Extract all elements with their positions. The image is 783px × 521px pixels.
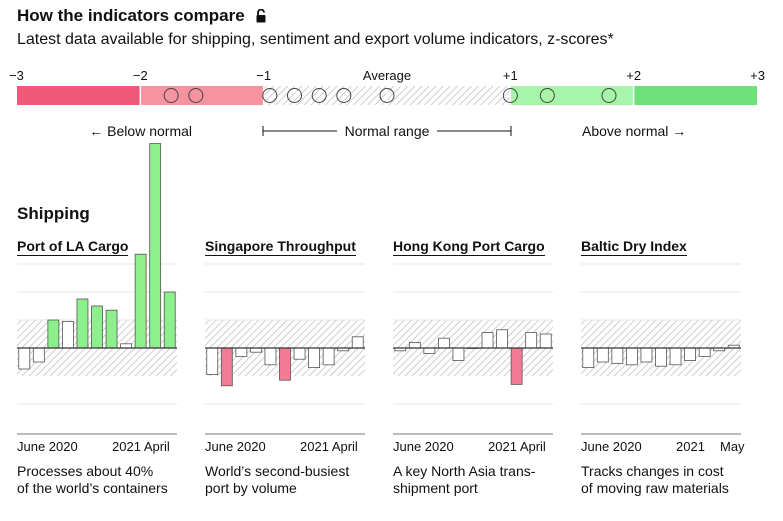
bar [626, 347, 638, 366]
scale-band [633, 86, 757, 105]
bar [655, 347, 667, 367]
chart-port-of-la-cargo [17, 143, 177, 435]
scale-tick-label: Average [363, 68, 411, 83]
description-line: Processes about 40% [17, 463, 154, 479]
bar [250, 347, 262, 353]
description-line: Tracks changes in cost [581, 463, 724, 479]
indicator-marker [539, 88, 555, 103]
indicator-marker [502, 88, 518, 103]
bar [279, 347, 291, 381]
panel-description: World’s second-busiest port by volume [205, 463, 385, 497]
bar [134, 253, 147, 349]
chart-title-text: How the indicators compare [17, 6, 245, 25]
bar [105, 309, 118, 349]
indicator-marker [188, 88, 204, 103]
bar [62, 320, 74, 349]
chart-title: How the indicators compare [17, 6, 267, 28]
bar [120, 343, 132, 349]
bar [322, 347, 335, 366]
indicator-marker [311, 88, 327, 103]
scale-band [17, 86, 141, 105]
bar [408, 341, 421, 349]
description-line: of moving raw materials [581, 480, 729, 496]
chart-subtitle: Latest data available for shipping, sent… [17, 31, 614, 48]
bar [640, 347, 653, 363]
bar [91, 305, 103, 349]
x-start-label: June 2020 [581, 439, 642, 454]
x-end-label: 2021 April [112, 439, 170, 454]
x-start-label: June 2020 [17, 439, 78, 454]
scale-tick-label: +2 [626, 68, 641, 83]
bar [438, 337, 450, 349]
bar [611, 347, 624, 364]
scale-tick-label: −2 [133, 68, 148, 83]
indicator-marker [262, 88, 278, 103]
bar [235, 347, 248, 357]
bar [539, 333, 552, 349]
bar [163, 291, 176, 349]
description-line: port by volume [205, 480, 297, 496]
panel-description: Processes about 40% of the world’s conta… [17, 463, 197, 497]
panel-title-baltic-dry: Baltic Dry Index [581, 238, 687, 256]
bar [293, 347, 306, 360]
indicator-marker [287, 88, 302, 103]
bar [525, 332, 538, 349]
chart-singapore-throughput [205, 263, 365, 435]
panel-title-singapore: Singapore Throughput [205, 238, 356, 256]
bar [47, 319, 60, 349]
scale-band [140, 86, 264, 105]
description-line: shipment port [393, 480, 478, 496]
x-end-label: 2021 April [300, 439, 358, 454]
scale-tick-label: −1 [256, 68, 271, 83]
panel-title-hong-kong: Hong Kong Port Cargo [393, 238, 545, 256]
bar [481, 332, 494, 349]
x-start-label: June 2020 [393, 439, 454, 454]
indicator-marker [601, 88, 617, 103]
bar [149, 143, 162, 349]
indicator-marker [379, 88, 395, 103]
scale-band [510, 86, 634, 105]
section-title: Shipping [17, 204, 90, 223]
bar [582, 347, 595, 369]
bar [308, 347, 320, 369]
scale-tick-label: +3 [750, 68, 765, 83]
bar [423, 347, 436, 354]
bar [698, 347, 711, 357]
x-end-label: 2021 April [488, 439, 546, 454]
scale-tick-label: −3 [9, 68, 24, 83]
bar [596, 347, 609, 363]
normal-range-label: Normal range [345, 123, 430, 139]
description-line: of the world’s containers [17, 480, 168, 496]
bar [452, 347, 465, 362]
indicator-marker [163, 88, 179, 103]
x-start-label: June 2020 [205, 439, 266, 454]
bar [669, 347, 682, 366]
bar [220, 347, 233, 387]
bar [32, 347, 45, 363]
bar [264, 347, 277, 366]
bar [76, 298, 89, 349]
description-line: World’s second-busiest [205, 463, 350, 479]
panel-title-port-of-la: Port of LA Cargo [17, 238, 129, 256]
bar [206, 347, 219, 376]
bar [684, 347, 696, 362]
bar [496, 329, 508, 349]
chart-hong-kong-port-cargo [393, 263, 553, 435]
chart-baltic-dry-index [581, 263, 741, 435]
panel-description: Tracks changes in cost of moving raw mat… [581, 463, 761, 497]
bar [18, 347, 31, 370]
z-score-scale: −3 −2 −1 Average +1 +2 +3 ← Below normal Norma… [9, 68, 765, 139]
x-end-label: May [720, 439, 745, 454]
scale-tick-label: +1 [503, 68, 518, 83]
above-normal-label: Above normal → [582, 123, 686, 139]
x-mid-label: 2021 [676, 439, 705, 454]
panel-description: A key North Asia trans- shipment port [393, 463, 573, 497]
unlock-icon [255, 8, 267, 28]
indicator-marker [336, 88, 352, 103]
bar [510, 347, 523, 385]
below-normal-label: ← Below normal [89, 123, 192, 139]
bar [351, 336, 364, 349]
description-line: A key North Asia trans- [393, 463, 536, 479]
